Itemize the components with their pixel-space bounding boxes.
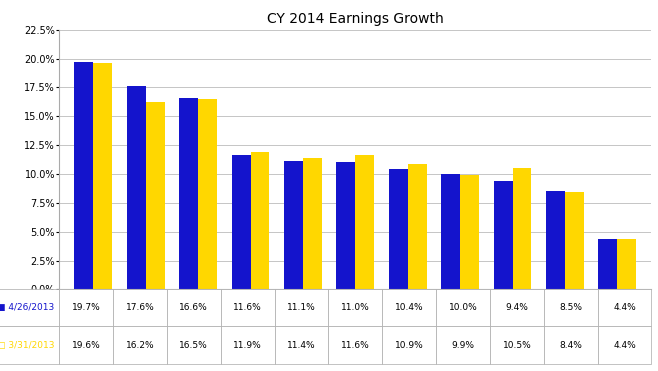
Bar — [617, 239, 636, 289]
Bar — [127, 86, 145, 289]
Bar — [599, 239, 617, 289]
Bar — [198, 99, 217, 289]
Bar — [303, 158, 322, 289]
Bar — [93, 63, 112, 289]
Bar — [145, 102, 164, 289]
Title: CY 2014 Earnings Growth: CY 2014 Earnings Growth — [267, 12, 443, 26]
Bar — [460, 175, 479, 289]
Bar — [546, 191, 565, 289]
Bar — [179, 98, 198, 289]
Bar — [389, 169, 408, 289]
Bar — [513, 168, 532, 289]
Bar — [232, 155, 251, 289]
Bar — [494, 181, 513, 289]
Bar — [565, 193, 584, 289]
Bar — [74, 62, 93, 289]
Bar — [336, 162, 355, 289]
Bar — [251, 152, 269, 289]
Bar — [355, 155, 374, 289]
Bar — [284, 161, 303, 289]
Bar — [408, 164, 426, 289]
Bar — [442, 174, 460, 289]
